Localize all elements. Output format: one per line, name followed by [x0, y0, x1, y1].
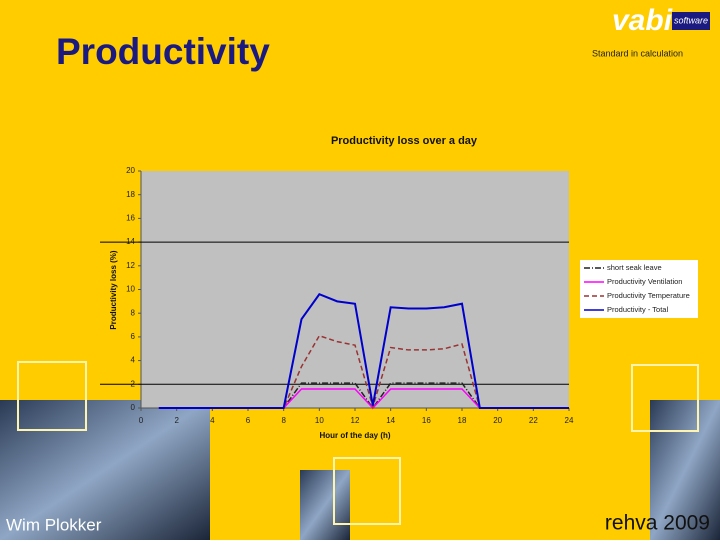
x-tick-label: 14 [386, 416, 395, 425]
chart-title: Productivity loss over a day [331, 135, 478, 147]
x-tick-label: 0 [139, 416, 144, 425]
x-tick-label: 4 [210, 416, 215, 425]
deco-square [631, 364, 699, 432]
x-tick-label: 2 [174, 416, 179, 425]
y-tick-label: 16 [126, 214, 135, 223]
author: Wim Plokker [6, 515, 102, 534]
y-tick-label: 18 [126, 190, 135, 199]
y-tick-label: 12 [126, 261, 135, 270]
tagline: Standard in calculation [592, 48, 683, 58]
y-tick-label: 0 [131, 403, 136, 412]
legend-label: Productivity - Total [607, 305, 668, 314]
building-photo [650, 400, 720, 540]
building-photo [300, 470, 350, 540]
x-tick-label: 10 [315, 416, 324, 425]
building-photo [0, 400, 210, 540]
x-tick-label: 16 [422, 416, 431, 425]
legend-label: short seak leave [607, 263, 662, 272]
y-axis-label: Productivity loss (%) [109, 250, 118, 329]
y-tick-label: 10 [126, 285, 135, 294]
x-tick-label: 20 [493, 416, 502, 425]
deco-square [333, 457, 401, 525]
logo: vabi [612, 4, 673, 37]
x-axis-label: Hour of the day (h) [319, 431, 390, 440]
series-line [158, 293, 569, 409]
y-tick-label: 6 [131, 332, 136, 341]
event: rehva 2009 [605, 512, 710, 535]
x-tick-label: 22 [529, 416, 538, 425]
y-tick-label: 8 [131, 308, 136, 317]
legend [580, 260, 698, 318]
x-tick-label: 24 [565, 416, 574, 425]
y-tick-label: 20 [126, 166, 135, 175]
plot-area [141, 171, 569, 408]
logo-tag: software [674, 15, 708, 25]
y-tick-label: 4 [131, 356, 136, 365]
x-tick-label: 8 [281, 416, 286, 425]
legend-label: Productivity Temperature [607, 291, 690, 300]
x-tick-label: 18 [458, 416, 467, 425]
x-tick-label: 12 [351, 416, 360, 425]
x-tick-label: 6 [246, 416, 251, 425]
slide-title: Productivity [56, 31, 270, 72]
legend-label: Productivity Ventilation [607, 277, 682, 286]
logo-box [672, 12, 710, 30]
deco-square [17, 361, 87, 431]
